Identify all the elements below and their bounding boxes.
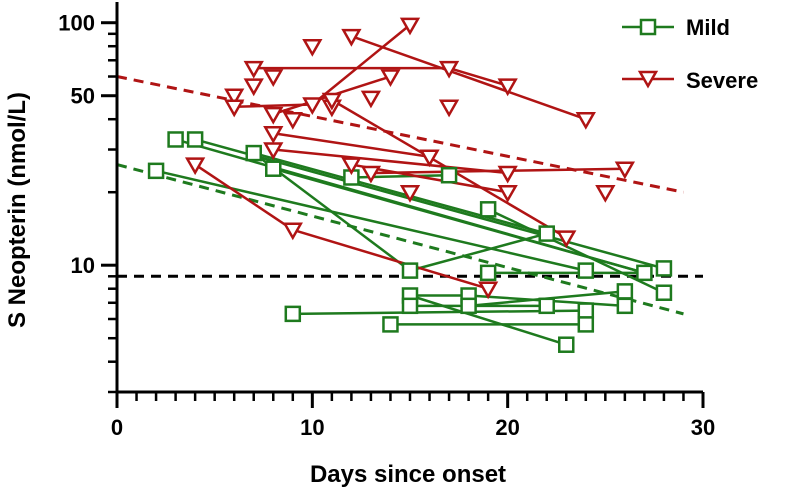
mild-point: [479, 264, 497, 282]
mild-segment: [253, 151, 548, 235]
severe-point: [263, 106, 284, 125]
x-tick-label: 0: [111, 415, 123, 440]
mild-point: [577, 302, 595, 319]
mild-segment: [351, 173, 450, 179]
mild-segment: [409, 294, 567, 346]
severe-point: [321, 92, 343, 111]
severe-point: [341, 157, 362, 176]
mild-trend-line: [116, 163, 684, 316]
mild-point: [265, 160, 282, 177]
mild-point: [440, 166, 458, 184]
mild-point: [538, 297, 555, 315]
mild-point: [655, 284, 673, 301]
severe-point: [341, 28, 362, 47]
x-tick-label: 30: [691, 415, 715, 440]
severe-segment: [350, 35, 587, 121]
legend-mild-label: Mild: [686, 15, 730, 40]
mild-point: [655, 260, 673, 277]
severe-point: [184, 157, 206, 176]
mild-point: [616, 297, 634, 315]
mild-segment: [409, 232, 548, 272]
severe-segment: [292, 228, 489, 290]
severe-point: [302, 38, 323, 57]
axes: 0 10 20 30 10 50 100: [58, 2, 715, 440]
mild-point: [460, 297, 477, 315]
severe-point: [224, 99, 245, 118]
severe-point: [243, 78, 264, 97]
severe-point: [302, 97, 323, 116]
severe-point: [614, 161, 636, 180]
severe-point: [282, 111, 303, 130]
y-tick-label: 100: [58, 11, 95, 36]
mild-point: [577, 316, 595, 333]
severe-segment: [273, 148, 508, 175]
legend: Mild Severe: [622, 15, 758, 93]
severe-point: [399, 184, 421, 203]
y-tick-label: 10: [71, 253, 95, 278]
x-tick-label: 20: [495, 415, 519, 440]
mild-point: [401, 297, 419, 315]
severe-point: [438, 99, 460, 118]
severe-point: [380, 69, 401, 88]
severe-segment: [311, 23, 411, 106]
y-tick-label: 50: [71, 84, 95, 109]
severe-segment: [370, 167, 625, 175]
severe-point: [399, 17, 421, 36]
severe-point: [224, 88, 245, 107]
mild-point: [577, 262, 595, 279]
severe-trend-line: [116, 75, 684, 194]
severe-segment: [194, 163, 294, 231]
severe-point: [263, 69, 284, 88]
severe-point: [263, 142, 284, 161]
y-axis-title: S Neopterin (nmol/L): [4, 92, 31, 328]
severe-point: [595, 184, 616, 203]
severe-point: [497, 165, 518, 184]
severe-segment: [448, 66, 509, 87]
legend-severe-label: Severe: [686, 68, 758, 93]
mild-point: [167, 131, 184, 148]
severe-segment: [273, 132, 430, 159]
severe-point: [360, 165, 382, 184]
severe-point: [243, 60, 264, 79]
severe-point: [263, 126, 284, 144]
legend-severe-marker: [637, 70, 659, 89]
severe-point: [419, 149, 440, 168]
mild-point: [186, 131, 204, 148]
severe-point: [575, 111, 596, 130]
severe-point: [282, 222, 303, 241]
severe-point: [360, 90, 382, 109]
mild-segment: [292, 309, 586, 316]
mild-point: [284, 305, 302, 323]
mild-point: [147, 162, 165, 180]
mild-point: [382, 316, 399, 333]
mild-point: [479, 201, 497, 218]
mild-point: [616, 283, 634, 300]
mild-point: [538, 225, 555, 242]
severe-point: [497, 184, 518, 203]
severe-point: [497, 78, 518, 97]
severe-point: [556, 230, 577, 249]
severe-point: [438, 60, 460, 79]
data-layer: [116, 17, 703, 353]
mild-segment: [487, 208, 665, 294]
mild-point: [245, 144, 262, 162]
legend-mild-marker: [639, 18, 657, 36]
x-axis-title: Days since onset: [310, 461, 506, 488]
mild-point: [401, 262, 419, 279]
x-tick-label: 10: [300, 415, 324, 440]
severe-point: [477, 281, 499, 300]
mild-point: [558, 336, 575, 353]
mild-point: [636, 264, 653, 282]
